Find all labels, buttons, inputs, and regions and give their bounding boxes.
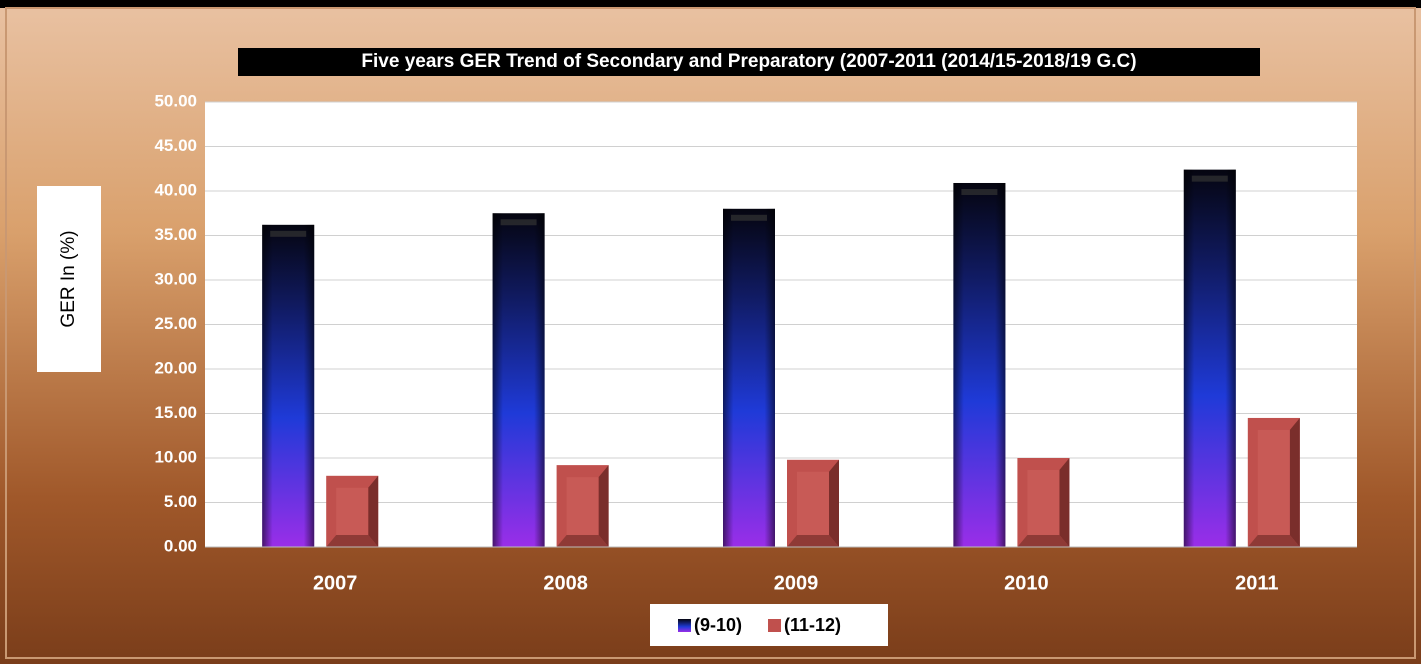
y-axis-label: GER In (%) <box>58 230 79 327</box>
y-tick-label: 45.00 <box>154 136 197 155</box>
legend-swatch <box>678 619 691 632</box>
bar-side <box>829 459 839 547</box>
y-tick-label: 5.00 <box>164 492 197 511</box>
x-tick-label: 2009 <box>774 572 819 594</box>
legend-swatch <box>768 619 782 632</box>
y-tick-label: 30.00 <box>154 269 197 288</box>
y-tick-label: 35.00 <box>154 225 197 244</box>
bar-shade <box>1183 169 1236 547</box>
bar-top <box>731 214 767 221</box>
bar-bottom <box>787 535 839 547</box>
bar-face <box>1027 470 1060 535</box>
bar-face <box>1257 429 1290 535</box>
y-tick-label: 20.00 <box>154 358 197 377</box>
y-tick-label: 10.00 <box>154 447 197 466</box>
y-tick-label: 0.00 <box>164 536 197 555</box>
bar-face <box>336 487 369 535</box>
chart-title: Five years GER Trend of Secondary and Pr… <box>361 51 1136 72</box>
top-border <box>0 0 1421 8</box>
bar-side <box>1059 458 1070 547</box>
bar-top <box>500 219 537 226</box>
y-tick-label: 25.00 <box>154 314 197 333</box>
bar-shade <box>262 224 315 547</box>
legend-label: (9-10) <box>694 615 742 635</box>
bar-top <box>1191 175 1228 182</box>
bar-shade <box>953 182 1006 548</box>
title-box <box>238 48 1260 76</box>
bar-top <box>961 188 998 195</box>
bar-shade <box>723 208 775 548</box>
y-label-box <box>37 186 101 372</box>
bar-bottom <box>1017 535 1070 547</box>
bar-bottom <box>556 535 609 547</box>
y-tick-label: 40.00 <box>154 180 197 199</box>
x-tick-label: 2011 <box>1235 572 1278 594</box>
y-tick-label: 50.00 <box>154 91 197 110</box>
bar-top <box>270 230 307 237</box>
legend-label: (11-12) <box>784 615 841 635</box>
bar-bottom <box>1247 535 1300 547</box>
bar-side <box>368 475 379 547</box>
bar-bottom <box>326 535 379 547</box>
bar-face <box>797 471 829 535</box>
bar-side <box>1289 417 1300 547</box>
bar-face <box>566 477 599 535</box>
y-tick-label: 15.00 <box>154 403 197 422</box>
x-tick-label: 2008 <box>543 572 588 594</box>
x-tick-label: 2007 <box>313 572 358 594</box>
frame <box>5 7 1416 659</box>
bar-side <box>598 465 609 547</box>
x-tick-label: 2010 <box>1004 572 1049 594</box>
bar-shade <box>492 213 545 547</box>
